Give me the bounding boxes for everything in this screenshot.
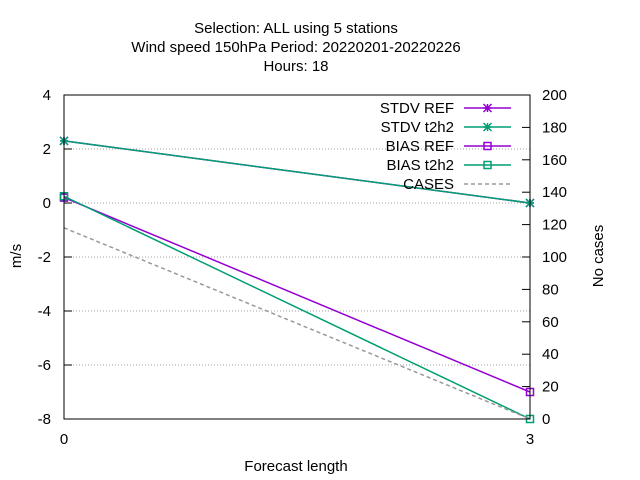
y-tick-label-6: -8 [38, 411, 51, 428]
y2-tick-label-4: 120 [542, 217, 567, 234]
y-tick-label-2: 0 [43, 195, 51, 212]
y-axis-label: m/s [8, 244, 25, 268]
y2-tick-label-8: 40 [542, 346, 559, 363]
legend-label-bias-ref: BIAS REF [386, 138, 454, 155]
y2-tick-label-5: 100 [542, 249, 567, 266]
legend-marker-bias-ref [483, 141, 492, 151]
y-tick-label-1: 2 [43, 141, 51, 158]
y2-axis-label: No cases [590, 225, 607, 288]
legend-marker-stdv-t2h2 [482, 122, 493, 132]
title-line-3: Hours: 18 [263, 58, 328, 75]
chart-title: Selection: ALL using 5 stations Wind spe… [131, 20, 460, 75]
legend-marker-bias-t2h2 [483, 160, 492, 170]
y2-tick-label-6: 80 [542, 281, 559, 298]
title-line-2: Wind speed 150hPa Period: 20220201-20220… [131, 39, 460, 56]
legend-label-stdv-ref: STDV REF [380, 100, 454, 117]
plot-area [59, 136, 535, 424]
y-tick-label-4: -4 [38, 303, 51, 320]
y2-tick-label-10: 0 [542, 411, 550, 428]
y2-tick-label-9: 20 [542, 379, 559, 396]
y2-tick-label-7: 60 [542, 314, 559, 331]
legend-label-bias-t2h2: BIAS t2h2 [386, 157, 454, 174]
y2-tick-label-1: 180 [542, 119, 567, 136]
grid [64, 148, 530, 366]
legend-label-cases: CASES [403, 176, 454, 193]
legend: STDV REF STDV t2h2 BIAS REF BIAS t2h2 CASES [380, 100, 511, 193]
y2-tick-label-3: 140 [542, 184, 567, 201]
y2-tick-label-0: 200 [542, 87, 567, 104]
y-tick-label-3: -2 [38, 249, 51, 266]
series-line-bias-t2h2 [63, 195, 531, 420]
x-tick-label-0: 0 [60, 431, 68, 448]
x-tick-label-1: 3 [526, 431, 534, 448]
series-line-stdv-t2h2 [63, 140, 531, 204]
y2-tick-label-2: 160 [542, 152, 567, 169]
series-line-bias-ref [63, 196, 531, 393]
y-tick-label-5: -6 [38, 357, 51, 374]
x-axis-label: Forecast length [244, 458, 347, 475]
legend-marker-stdv-ref [482, 103, 493, 113]
title-line-1: Selection: ALL using 5 stations [194, 20, 398, 37]
y-tick-label-0: 4 [43, 87, 51, 104]
legend-label-stdv-t2h2: STDV t2h2 [381, 119, 454, 136]
